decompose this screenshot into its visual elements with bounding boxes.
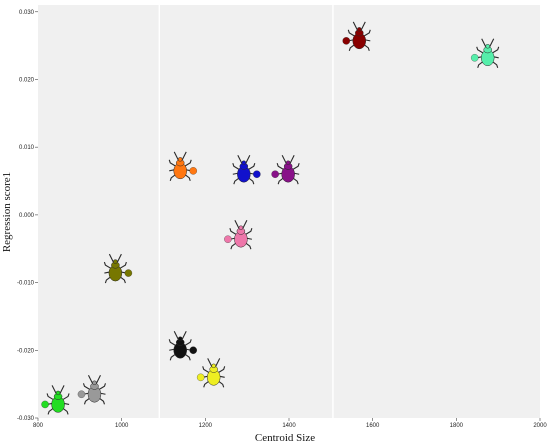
y-tick-label: 0.020 — [19, 77, 35, 83]
point-dot — [189, 346, 197, 355]
x-axis-ticks: 800 1000 1200 1400 1600 1800 2000 — [33, 418, 547, 429]
y-axis-title: Regression score1 — [1, 172, 13, 252]
point-dot — [271, 170, 279, 178]
x-tick-label: 1200 — [199, 423, 213, 429]
data-point-6 — [232, 154, 261, 185]
y-tick-label: 0.000 — [19, 213, 35, 219]
point-dot — [342, 37, 351, 45]
y-axis-ticks: 0.030 0.020 0.010 0.000 -0.010 -0.020 -0.030 — [17, 10, 38, 422]
point-dot — [224, 235, 232, 243]
y-tick-label: 0.010 — [19, 145, 35, 151]
point-dot — [470, 54, 479, 62]
data-point-0 — [41, 385, 70, 415]
point-dot — [41, 400, 49, 409]
x-axis-title: Centroid Size — [255, 432, 315, 444]
data-point-7 — [224, 219, 253, 250]
point-dot — [189, 167, 197, 175]
x-tick-label: 1400 — [282, 423, 296, 429]
data-point-1 — [77, 375, 106, 405]
data-point-9 — [342, 21, 371, 52]
data-point-5 — [196, 358, 226, 388]
point-dot — [77, 390, 86, 399]
divider-lines — [158, 5, 334, 418]
y-tick-label: -0.020 — [17, 348, 35, 354]
point-dot — [196, 373, 205, 382]
point-dot — [253, 170, 261, 178]
point-dot — [124, 269, 133, 277]
x-tick-label: 800 — [33, 423, 44, 429]
y-tick-label: -0.030 — [17, 416, 35, 422]
data-point-4 — [168, 331, 197, 361]
plot-area — [38, 5, 540, 418]
data-point-10 — [470, 38, 500, 68]
data-point-2 — [103, 253, 133, 284]
data-point-8 — [271, 154, 300, 185]
x-tick-label: 2000 — [533, 423, 547, 429]
data-point-3 — [168, 151, 197, 182]
data-points — [41, 21, 500, 415]
y-tick-label: 0.030 — [19, 10, 35, 16]
x-tick-label: 1000 — [115, 423, 129, 429]
x-tick-label: 1800 — [450, 423, 464, 429]
y-tick-label: -0.010 — [17, 281, 35, 287]
x-tick-label: 1600 — [366, 423, 380, 429]
